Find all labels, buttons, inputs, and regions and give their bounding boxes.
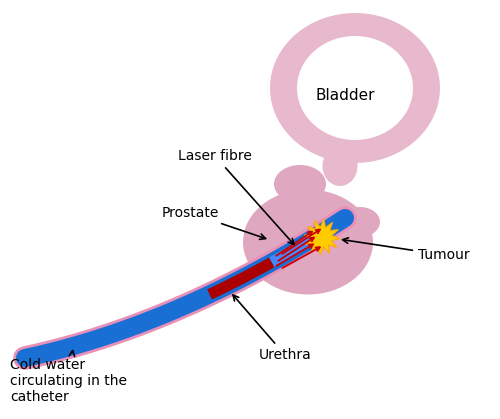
Text: Tumour: Tumour xyxy=(342,238,469,262)
Ellipse shape xyxy=(274,165,326,203)
Text: Cold water
circulating in the
catheter: Cold water circulating in the catheter xyxy=(10,351,127,404)
Polygon shape xyxy=(304,219,340,255)
Ellipse shape xyxy=(322,146,358,186)
PathPatch shape xyxy=(270,13,440,163)
Ellipse shape xyxy=(243,189,373,295)
Text: Bladder: Bladder xyxy=(316,88,375,103)
Text: Urethra: Urethra xyxy=(233,295,312,362)
Ellipse shape xyxy=(340,207,380,237)
Text: Laser fibre: Laser fibre xyxy=(178,149,294,244)
Text: Prostate: Prostate xyxy=(162,206,266,239)
